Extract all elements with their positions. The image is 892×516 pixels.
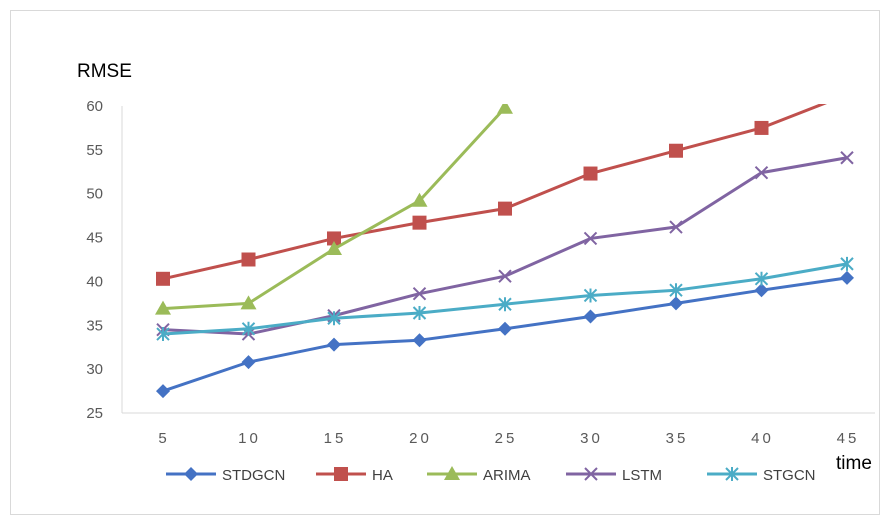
x-tick-label: 25 xyxy=(495,430,518,447)
data-point-ha xyxy=(754,120,769,135)
x-tick-label: 30 xyxy=(580,430,603,447)
data-point-stdgcn xyxy=(498,321,512,336)
data-point-stdgcn xyxy=(754,283,769,298)
series-arima xyxy=(155,104,513,315)
data-point-arima xyxy=(411,192,428,207)
legend-marker-lstm xyxy=(584,467,598,481)
data-point-stgcn xyxy=(498,297,512,312)
data-point-stgcn xyxy=(241,321,256,336)
legend-marker-stgcn xyxy=(725,467,739,481)
legend-label-lstm: LSTM xyxy=(622,467,662,484)
data-point-stgcn xyxy=(669,283,683,298)
y-tick-labels: 25 30 35 40 45 50 55 60 xyxy=(86,98,103,422)
series-stgcn xyxy=(156,256,854,342)
data-point-ha xyxy=(840,88,854,102)
series-line-ha xyxy=(162,104,828,281)
data-point-ha xyxy=(412,215,427,230)
y-axis-title: RMSE xyxy=(77,61,132,82)
data-point-stdgcn xyxy=(156,384,170,399)
y-tick-label: 35 xyxy=(86,317,103,334)
legend: STDGCN HA ARIMA LSTM STGCN xyxy=(166,466,816,484)
legend-label-stdgcn: STDGCN xyxy=(222,467,285,484)
x-tick-label: 10 xyxy=(238,430,261,447)
data-point-lstm xyxy=(412,287,427,301)
data-point-lstm xyxy=(840,151,854,165)
legend-item-stgcn: STGCN xyxy=(707,467,816,484)
data-point-arima xyxy=(155,300,171,315)
y-tick-label: 25 xyxy=(86,405,103,422)
data-point-stdgcn xyxy=(840,270,854,285)
y-tick-label: 40 xyxy=(86,273,103,290)
x-tick-label: 45 xyxy=(837,430,860,447)
y-tick-label: 30 xyxy=(86,361,103,378)
legend-marker-arima xyxy=(444,466,460,480)
y-tick-label: 60 xyxy=(86,98,103,115)
data-point-stdgcn xyxy=(241,355,256,370)
legend-item-stdgcn: STDGCN xyxy=(166,467,285,484)
data-point-stgcn xyxy=(583,288,598,303)
legend-item-lstm: LSTM xyxy=(566,467,662,484)
series-lstm xyxy=(156,151,854,341)
y-tick-label: 45 xyxy=(86,230,103,247)
y-tick-label: 50 xyxy=(86,186,103,203)
data-point-lstm xyxy=(498,269,512,283)
chart-area xyxy=(10,10,880,515)
x-tick-label: 15 xyxy=(324,430,347,447)
x-tick-label: 40 xyxy=(751,430,774,447)
series-line-arima xyxy=(162,106,507,311)
data-point-stgcn xyxy=(327,311,341,326)
data-point-ha xyxy=(498,201,512,216)
series-ha xyxy=(156,88,854,286)
legend-item-ha: HA xyxy=(316,467,393,484)
data-point-ha xyxy=(583,166,598,181)
data-point-stgcn xyxy=(754,271,769,286)
data-point-lstm xyxy=(583,231,598,246)
x-tick-label: 20 xyxy=(409,430,432,447)
data-point-ha xyxy=(327,231,341,246)
legend-item-arima: ARIMA xyxy=(427,466,531,484)
data-point-stgcn xyxy=(156,327,170,342)
data-point-stdgcn xyxy=(412,333,427,348)
legend-marker-ha xyxy=(334,467,348,481)
data-point-lstm xyxy=(669,220,683,234)
x-tick-label: 5 xyxy=(158,430,169,447)
legend-label-arima: ARIMA xyxy=(483,467,531,484)
data-point-ha xyxy=(669,143,683,158)
data-point-arima xyxy=(240,295,257,310)
data-point-stgcn xyxy=(840,256,854,271)
data-point-stdgcn xyxy=(327,337,341,352)
series-stdgcn xyxy=(156,270,854,399)
data-point-lstm xyxy=(754,165,769,180)
series-group xyxy=(155,88,854,399)
legend-label-ha: HA xyxy=(372,467,393,484)
x-tick-labels: 5 10 15 20 25 30 35 40 45 xyxy=(158,430,860,447)
data-point-ha xyxy=(241,252,256,267)
x-axis-title: time xyxy=(836,453,872,474)
data-point-arima xyxy=(497,104,513,114)
data-point-arima xyxy=(326,240,342,255)
data-point-ha xyxy=(156,271,170,286)
data-point-stdgcn xyxy=(583,309,598,324)
legend-marker-stdgcn xyxy=(184,467,198,481)
data-point-stdgcn xyxy=(669,296,683,311)
x-tick-label: 35 xyxy=(666,430,689,447)
y-tick-label: 55 xyxy=(86,142,103,159)
data-point-stgcn xyxy=(412,306,427,321)
legend-label-stgcn: STGCN xyxy=(763,467,816,484)
